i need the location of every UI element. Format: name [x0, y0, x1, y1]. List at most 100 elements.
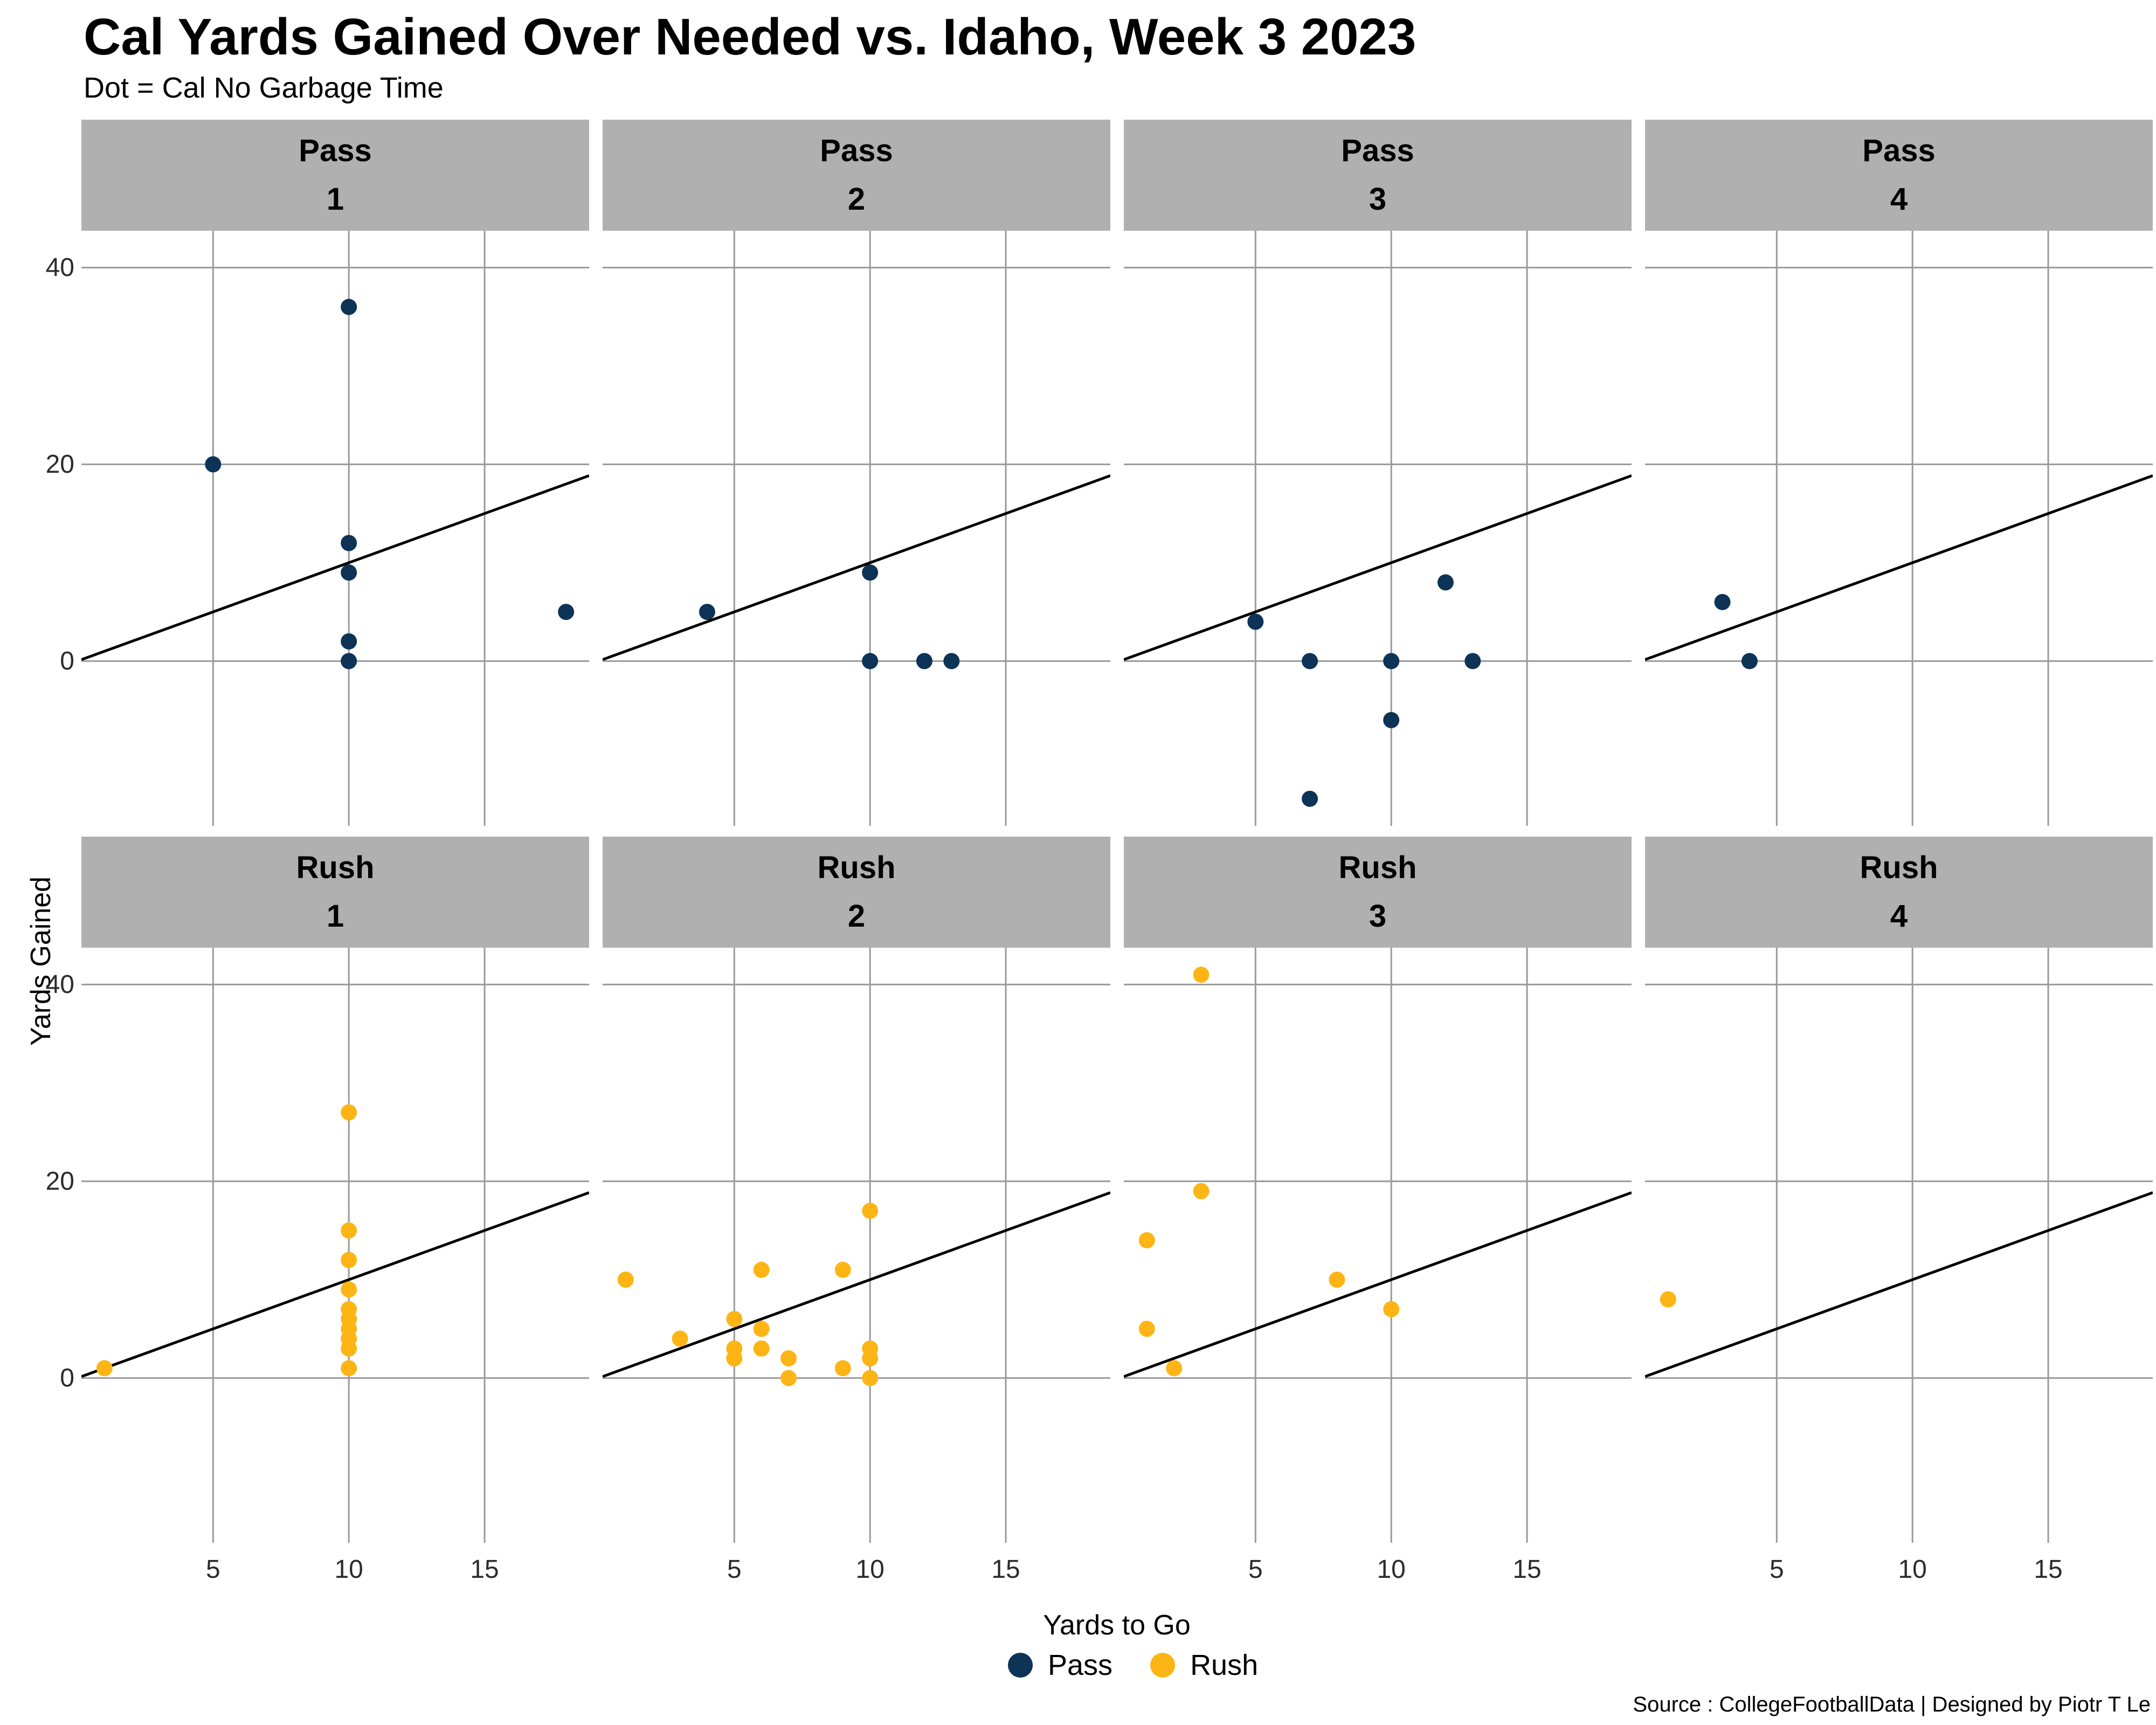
facet-strip-rush-2: Rush 2: [603, 837, 1110, 948]
data-point: [753, 1340, 770, 1357]
data-point: [1383, 653, 1400, 670]
data-point: [341, 1252, 357, 1268]
facet-panel-rush-4: [1644, 948, 2153, 1543]
data-point: [753, 1261, 770, 1278]
data-point: [1741, 653, 1758, 670]
data-point: [1247, 613, 1264, 630]
x-tick-label: 15: [2034, 1555, 2063, 1584]
facet-strip-rush-1: Rush 1: [81, 837, 589, 948]
x-tick-label: 5: [1248, 1555, 1263, 1584]
data-point: [862, 1350, 879, 1367]
x-tick-label: 10: [855, 1555, 884, 1584]
data-point: [753, 1321, 770, 1337]
facet-down-label: 3: [1369, 899, 1387, 934]
data-point: [1138, 1321, 1155, 1337]
facet-strip-pass-1: Pass 1: [81, 120, 589, 231]
facet-panel-pass-3: [1123, 231, 1632, 826]
yards-needed-refline: [81, 474, 590, 661]
rush-dot-icon: [1150, 1653, 1176, 1678]
data-point: [341, 1340, 357, 1357]
data-point: [1193, 967, 1210, 983]
data-point: [341, 1222, 357, 1239]
facet-row-label: Rush: [1338, 850, 1417, 886]
data-point: [672, 1330, 688, 1347]
facet-panel-pass-4: [1644, 231, 2153, 826]
legend-label: Rush: [1190, 1649, 1259, 1681]
data-point: [726, 1310, 743, 1327]
facet-plot: [602, 231, 1111, 826]
data-point: [1302, 653, 1318, 670]
data-point: [1383, 712, 1400, 728]
data-point: [726, 1350, 743, 1367]
data-point: [862, 1203, 879, 1219]
facet-plot: [602, 948, 1111, 1543]
facet-plot: [1123, 948, 1632, 1543]
legend-item-pass: Pass: [1008, 1648, 1112, 1682]
facet-panel-pass-1: [81, 231, 590, 826]
data-point: [1166, 1360, 1183, 1377]
yards-needed-refline: [1644, 1191, 2153, 1378]
y-tick-label: 40: [45, 970, 74, 999]
data-point: [1660, 1291, 1676, 1308]
data-point: [341, 1281, 357, 1298]
facet-down-label: 4: [1890, 182, 1908, 217]
x-tick-label: 5: [727, 1555, 742, 1584]
facet-panel-rush-1: [81, 948, 590, 1543]
data-point: [780, 1370, 797, 1386]
facet-row-label: Pass: [1862, 133, 1936, 169]
yards-needed-refline: [1123, 474, 1632, 661]
facet-row-label: Pass: [1341, 133, 1414, 169]
data-point: [1437, 574, 1454, 591]
facet-strip-rush-4: Rush 4: [1645, 837, 2153, 948]
facet-strip-pass-2: Pass 2: [603, 120, 1110, 231]
facet-row-label: Rush: [1860, 850, 1938, 886]
legend: Pass Rush: [1008, 1648, 1258, 1682]
x-tick-label: 10: [1898, 1555, 1927, 1584]
facet-row-label: Rush: [296, 850, 375, 886]
facet-plot: [1123, 231, 1632, 826]
data-point: [1302, 790, 1318, 807]
data-point: [862, 564, 879, 581]
data-point: [1329, 1271, 1345, 1288]
facet-panel-rush-3: [1123, 948, 1632, 1543]
data-point: [558, 604, 575, 620]
yards-needed-refline: [602, 1191, 1111, 1378]
chart-title: Cal Yards Gained Over Needed vs. Idaho, …: [84, 8, 1416, 66]
x-tick-label: 15: [1512, 1555, 1542, 1584]
y-tick-label: 20: [45, 450, 74, 479]
x-tick-label: 15: [470, 1555, 499, 1584]
facet-row-label: Rush: [817, 850, 896, 886]
y-tick-label: 40: [45, 253, 74, 282]
facet-row-label: Pass: [299, 133, 372, 169]
source-caption: Source : CollegeFootballData | Designed …: [1633, 1693, 2151, 1716]
y-axis-title: Yards Gained: [25, 876, 57, 1046]
facet-down-label: 1: [326, 182, 344, 217]
facet-plot: [1644, 231, 2153, 826]
yards-needed-refline: [1123, 1191, 1632, 1378]
facet-down-label: 1: [326, 899, 344, 934]
data-point: [96, 1360, 113, 1377]
yards-needed-refline: [81, 1191, 590, 1378]
data-point: [341, 299, 357, 315]
data-point: [862, 653, 879, 670]
data-point: [699, 604, 715, 620]
data-point: [834, 1261, 851, 1278]
facet-down-label: 4: [1890, 899, 1908, 934]
facet-row-label: Pass: [820, 133, 893, 169]
facet-down-label: 2: [847, 899, 866, 934]
facet-strip-pass-4: Pass 4: [1645, 120, 2153, 231]
x-tick-label: 5: [205, 1555, 220, 1584]
data-point: [862, 1370, 879, 1386]
data-point: [341, 1104, 357, 1121]
chart-subtitle: Dot = Cal No Garbage Time: [84, 72, 444, 104]
legend-item-rush: Rush: [1150, 1648, 1258, 1682]
data-point: [916, 653, 932, 670]
x-tick-label: 15: [991, 1555, 1020, 1584]
data-point: [205, 456, 222, 473]
data-point: [780, 1350, 797, 1367]
y-tick-label: 20: [45, 1167, 74, 1196]
data-point: [834, 1360, 851, 1377]
x-tick-label: 10: [334, 1555, 363, 1584]
data-point: [341, 633, 357, 650]
